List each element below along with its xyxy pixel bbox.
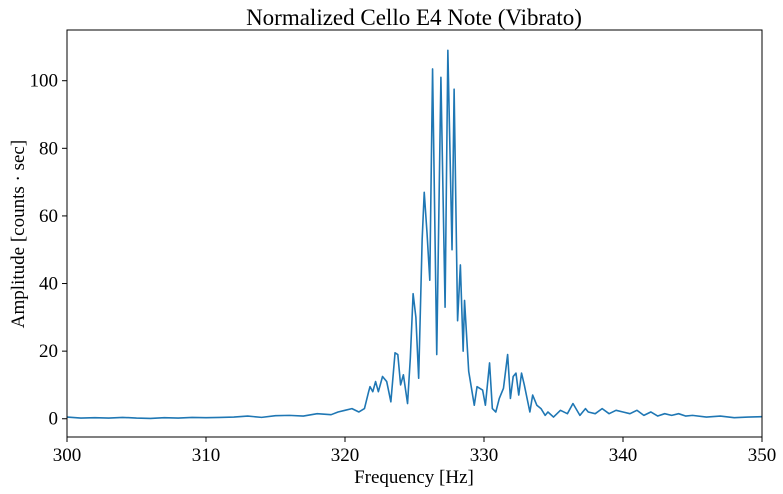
x-tick-label: 310 [192, 445, 221, 466]
x-tick-label: 340 [609, 445, 638, 466]
x-tick-label: 320 [331, 445, 360, 466]
y-tick-label: 60 [39, 206, 58, 227]
y-tick-label: 0 [49, 409, 59, 430]
x-axis-label: Frequency [Hz] [354, 467, 474, 488]
y-tick-label: 40 [39, 274, 58, 295]
x-tick-label: 330 [470, 445, 499, 466]
y-axis-label: Amplitude [counts · sec] [8, 140, 29, 328]
chart-title: Normalized Cello E4 Note (Vibrato) [246, 5, 582, 30]
line-series [66, 49, 763, 420]
x-tick-label: 300 [53, 445, 82, 466]
x-tick-label: 350 [748, 445, 777, 466]
y-tick-label: 20 [39, 341, 58, 362]
y-tick-label: 100 [30, 71, 59, 92]
plot-frame [66, 29, 763, 438]
y-tick-label: 80 [39, 138, 58, 159]
